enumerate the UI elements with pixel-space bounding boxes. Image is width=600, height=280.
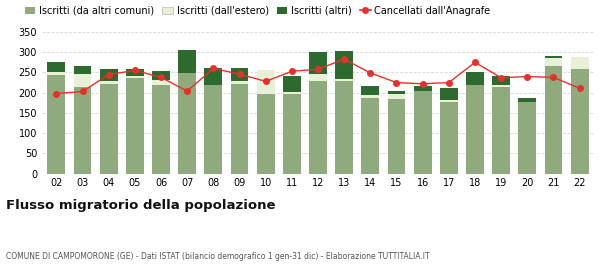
Legend: Iscritti (da altri comuni), Iscritti (dall'estero), Iscritti (altri), Cancellati: Iscritti (da altri comuni), Iscritti (da…: [25, 6, 491, 16]
Bar: [545, 55, 562, 57]
Bar: [388, 99, 406, 174]
Bar: [205, 85, 222, 174]
Bar: [257, 70, 275, 94]
Text: Flusso migratorio della popolazione: Flusso migratorio della popolazione: [6, 199, 275, 212]
Bar: [571, 57, 589, 69]
Bar: [230, 81, 248, 84]
Bar: [466, 73, 484, 85]
Bar: [440, 102, 458, 174]
Bar: [335, 51, 353, 79]
Bar: [309, 74, 327, 81]
Bar: [335, 79, 353, 81]
Bar: [178, 50, 196, 73]
Bar: [100, 81, 118, 84]
Bar: [309, 52, 327, 74]
Bar: [361, 95, 379, 98]
Bar: [126, 69, 144, 76]
Bar: [47, 72, 65, 75]
Bar: [414, 91, 431, 174]
Bar: [388, 94, 406, 99]
Bar: [414, 86, 431, 91]
Bar: [335, 81, 353, 174]
Bar: [388, 91, 406, 94]
Bar: [518, 102, 536, 174]
Bar: [283, 76, 301, 92]
Bar: [257, 94, 275, 174]
Bar: [492, 85, 510, 87]
Bar: [74, 66, 91, 74]
Bar: [230, 84, 248, 174]
Bar: [440, 88, 458, 100]
Text: COMUNE DI CAMPOMORONE (GE) - Dati ISTAT (bilancio demografico 1 gen-31 dic) - El: COMUNE DI CAMPOMORONE (GE) - Dati ISTAT …: [6, 252, 430, 261]
Bar: [74, 87, 91, 174]
Bar: [152, 71, 170, 80]
Bar: [230, 68, 248, 81]
Bar: [100, 84, 118, 174]
Bar: [440, 100, 458, 102]
Bar: [492, 76, 510, 85]
Bar: [545, 66, 562, 174]
Bar: [361, 86, 379, 95]
Bar: [545, 57, 562, 66]
Bar: [126, 78, 144, 174]
Bar: [126, 76, 144, 78]
Bar: [178, 73, 196, 174]
Bar: [205, 68, 222, 85]
Bar: [283, 94, 301, 174]
Bar: [47, 62, 65, 72]
Bar: [152, 85, 170, 174]
Bar: [518, 98, 536, 102]
Bar: [47, 75, 65, 174]
Bar: [100, 69, 118, 81]
Bar: [74, 74, 91, 87]
Bar: [309, 81, 327, 174]
Bar: [571, 69, 589, 174]
Bar: [492, 87, 510, 174]
Bar: [361, 98, 379, 174]
Bar: [283, 92, 301, 94]
Bar: [466, 85, 484, 174]
Bar: [152, 80, 170, 85]
